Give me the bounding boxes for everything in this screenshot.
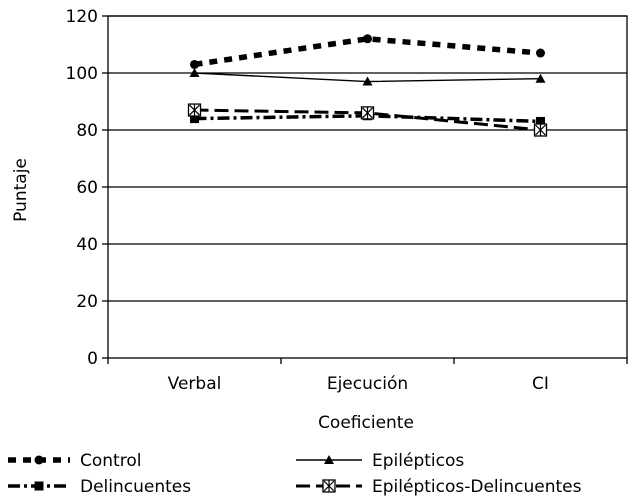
y-tick-label: 80 (76, 121, 98, 141)
legend: Control Epilépticos Delincuentes Epiléptico… (8, 451, 582, 497)
legend-item: Epilépticos (296, 451, 464, 471)
y-tick-label: 0 (87, 349, 98, 369)
data-point (362, 76, 373, 86)
legend-marker (34, 481, 44, 491)
gridlines (108, 15, 627, 302)
y-tick-label: 60 (76, 178, 98, 198)
data-point (190, 59, 199, 69)
data-point (536, 116, 545, 126)
data-point (187, 103, 202, 117)
y-tick-label: 20 (76, 292, 98, 312)
x-tick-label: Ejecución (327, 374, 408, 394)
y-tick-label: 100 (66, 64, 98, 84)
data-point (360, 106, 375, 120)
legend-label: Delincuentes (80, 477, 191, 497)
data-point (189, 68, 200, 77)
data-point (535, 73, 546, 83)
series-line-2 (194, 113, 541, 124)
legend-label: Control (80, 451, 141, 471)
data-point (536, 48, 545, 58)
y-axis-title: Puntaje (11, 158, 31, 222)
y-tick-label: 120 (66, 7, 98, 27)
legend-item: Delincuentes (8, 477, 191, 497)
series-markers (187, 34, 548, 137)
x-axis-title: Coeficiente (318, 413, 414, 433)
y-tick-label: 40 (76, 235, 98, 255)
legend-item: Control (8, 451, 141, 471)
data-point (363, 34, 372, 44)
legend-item: Epilépticos-Delincuentes (296, 477, 582, 497)
data-point (190, 114, 199, 124)
legend-label: Epilépticos-Delincuentes (372, 477, 582, 497)
series-line-0 (194, 36, 541, 68)
tick-labels: 0 20 40 60 80 100 120 Verbal Ejecución CI (66, 7, 549, 394)
data-point (533, 123, 548, 137)
legend-marker (322, 479, 336, 493)
x-tick-label: CI (532, 374, 549, 394)
x-tick-label: Verbal (168, 374, 222, 394)
legend-label: Epilépticos (372, 451, 464, 471)
plot-frame (107, 15, 628, 359)
axes (102, 15, 628, 364)
legend-marker (34, 455, 44, 465)
legend-marker (324, 455, 334, 464)
